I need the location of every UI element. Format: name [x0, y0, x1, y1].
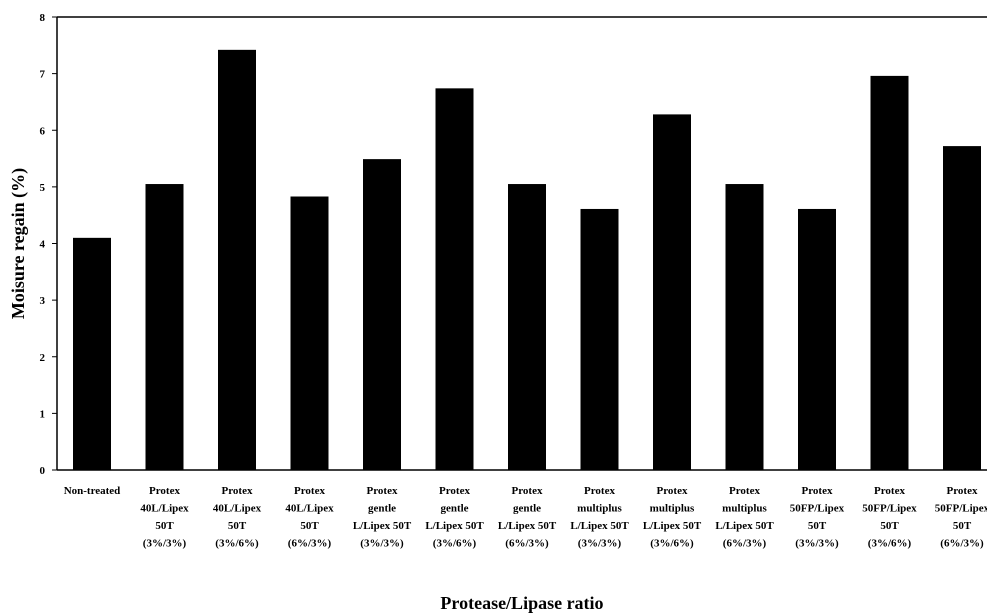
x-tick-label-line: 50T — [300, 520, 319, 532]
x-tick-label-line: Protex — [294, 485, 325, 497]
x-tick-label-line: Protex — [947, 485, 978, 497]
x-tick-label-line: 50T — [880, 520, 899, 532]
x-tick-label-line: L/Lipex 50T — [715, 520, 774, 532]
x-tick-label-line: Protex — [729, 485, 760, 497]
x-tick-label-line: gentle — [368, 503, 396, 515]
x-tick-label-line: 40L/Lipex — [285, 503, 334, 515]
x-tick-label-line: 50T — [228, 520, 247, 532]
x-tick-label-line: 50FP/Lipex — [790, 503, 845, 515]
bar — [508, 184, 546, 470]
y-tick-label: 8 — [40, 12, 46, 24]
x-tick-label-line: L/Lipex 50T — [353, 520, 412, 532]
x-tick-label-line: Protex — [439, 485, 470, 497]
x-tick-label-line: (3%/6%) — [650, 538, 694, 550]
y-tick-label: 5 — [40, 182, 46, 194]
x-tick-label-line: multiplus — [577, 503, 622, 515]
bar — [363, 159, 401, 470]
x-tick-label: Protex 50FP/Lipex 50T (3%/3%) — [790, 485, 845, 550]
x-tick-label: Protex multiplus L/Lipex 50T (6%/3%) — [715, 485, 774, 550]
bar — [146, 184, 184, 470]
bar — [871, 76, 909, 470]
x-axis-title: Protease/Lipase ratio — [440, 593, 603, 613]
x-tick-label-line: 50T — [155, 520, 174, 532]
x-tick-label-line: 40L/Lipex — [140, 503, 189, 515]
x-tick-label-line: (3%/6%) — [215, 538, 259, 550]
x-tick-label-line: 50FP/Lipex — [862, 503, 917, 515]
x-tick-label-line: (3%/3%) — [795, 538, 839, 550]
y-axis-title: Moisure regain (%) — [8, 168, 29, 319]
x-tick-label-line: L/Lipex 50T — [643, 520, 702, 532]
x-tick-label-line: 40L/Lipex — [213, 503, 262, 515]
x-tick-label: Protex 40L/Lipex 50T (3%/3%) — [140, 485, 189, 550]
y-tick-label: 7 — [40, 69, 46, 81]
x-tick-label-line: L/Lipex 50T — [425, 520, 484, 532]
bar — [798, 209, 836, 470]
x-tick-label: Non-treated — [64, 485, 121, 497]
y-tick-label: 2 — [40, 352, 46, 364]
x-tick-label-line: Protex — [222, 485, 253, 497]
x-tick-label: Protex gentle L/Lipex 50T (3%/6%) — [425, 485, 484, 550]
x-tick-label-line: (6%/3%) — [288, 538, 332, 550]
x-tick-label-line: (3%/3%) — [360, 538, 404, 550]
bar — [653, 114, 691, 470]
bar — [436, 88, 474, 470]
x-tick-label-line: (3%/3%) — [578, 538, 622, 550]
x-tick-label-line: Protex — [584, 485, 615, 497]
x-axis-tick-labels: Non-treated Protex 40L/Lipex 50T (3%/3%)Prot… — [64, 485, 987, 550]
y-tick-label: 3 — [40, 295, 46, 307]
x-tick-label-line: (3%/3%) — [143, 538, 187, 550]
x-tick-label-line: L/Lipex 50T — [570, 520, 629, 532]
x-tick-label-line: (6%/3%) — [505, 538, 549, 550]
x-tick-label: Protex multiplus L/Lipex 50T (3%/6%) — [643, 485, 702, 550]
x-tick-label: Protex 50FP/Lipex 50T (3%/6%) — [862, 485, 917, 550]
x-tick-label-line: Protex — [367, 485, 398, 497]
x-tick-label-line: Protex — [149, 485, 180, 497]
x-tick-label-line: gentle — [440, 503, 468, 515]
x-tick-label-line: (3%/6%) — [433, 538, 477, 550]
x-tick-label: Protex 40L/Lipex 50T (3%/6%) — [213, 485, 262, 550]
y-tick-label: 6 — [40, 125, 46, 137]
x-tick-label-line: 50FP/Lipex — [935, 503, 987, 515]
y-tick-label: 4 — [40, 239, 46, 251]
x-tick-label-line: Protex — [874, 485, 905, 497]
x-tick-label-line: (3%/6%) — [868, 538, 912, 550]
x-tick-label-line: 50T — [953, 520, 972, 532]
x-tick-label: Protex 50FP/Lipex 50T (6%/3%) — [935, 485, 987, 550]
x-tick-label-line: Protex — [512, 485, 543, 497]
x-tick-label-line: gentle — [513, 503, 541, 515]
x-tick-label-line: Non-treated — [64, 485, 121, 497]
y-tick-label: 1 — [40, 408, 46, 420]
x-tick-label-line: multiplus — [650, 503, 695, 515]
y-tick-label: 0 — [40, 465, 46, 477]
x-tick-label-line: (6%/3%) — [940, 538, 984, 550]
bar — [291, 197, 329, 470]
bar — [943, 146, 981, 470]
x-tick-label-line: (6%/3%) — [723, 538, 767, 550]
bar — [218, 50, 256, 470]
bar — [73, 238, 111, 470]
bar — [581, 209, 619, 470]
x-tick-label: Protex multiplus L/Lipex 50T (3%/3%) — [570, 485, 629, 550]
x-tick-label: Protex gentle L/Lipex 50T (6%/3%) — [498, 485, 557, 550]
x-tick-label-line: Protex — [657, 485, 688, 497]
y-axis-ticks: 0 1 2 3 4 5 6 7 8 — [40, 12, 58, 477]
x-tick-label-line: Protex — [802, 485, 833, 497]
x-tick-label: Protex 40L/Lipex 50T (6%/3%) — [285, 485, 334, 550]
x-tick-label-line: multiplus — [722, 503, 767, 515]
bar-series — [73, 50, 981, 470]
x-tick-label: Protex gentle L/Lipex 50T (3%/3%) — [353, 485, 412, 550]
bar — [726, 184, 764, 470]
x-tick-label-line: L/Lipex 50T — [498, 520, 557, 532]
x-tick-label-line: 50T — [808, 520, 827, 532]
